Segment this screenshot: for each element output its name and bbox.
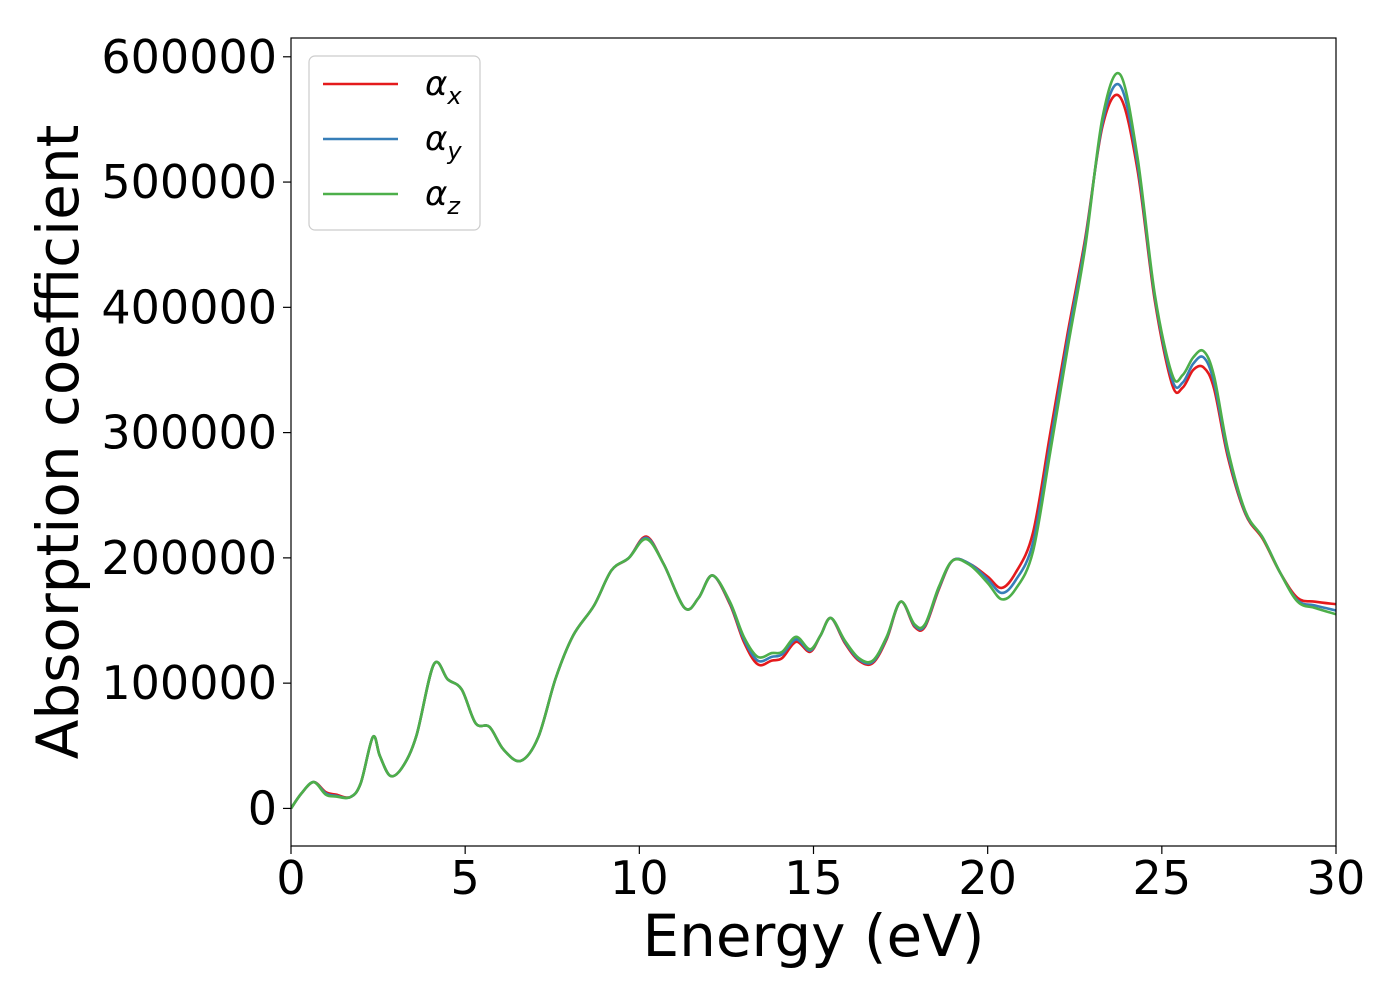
x-tick-label: 5 <box>451 851 480 905</box>
y-tick-label: 600000 <box>101 30 277 84</box>
x-tick-label: 10 <box>610 851 669 905</box>
y-tick-label: 400000 <box>101 280 277 334</box>
y-axis-title: Absorption coefficient <box>24 125 92 760</box>
series-line-z <box>291 71 1336 810</box>
x-axis-title: Energy (eV) <box>642 902 984 970</box>
y-tick-label: 100000 <box>101 656 277 710</box>
series-layer <box>291 71 1336 810</box>
y-tick-label: 500000 <box>101 155 277 209</box>
x-tick-label: 20 <box>958 851 1017 905</box>
legend-label-y: αy <box>425 119 462 165</box>
x-axis: 0 5 10 15 20 25 30 <box>276 846 1365 905</box>
legend: αx αy αz <box>308 55 481 231</box>
y-axis: 0 100000 200000 300000 400000 500000 600000 <box>101 30 291 835</box>
legend-label-z: αz <box>425 174 461 220</box>
legend-label-x: αx <box>425 64 462 110</box>
x-tick-label: 0 <box>276 851 305 905</box>
y-tick-label: 300000 <box>101 406 277 460</box>
x-tick-label: 30 <box>1307 851 1366 905</box>
y-tick-label: 0 <box>248 781 277 835</box>
y-tick-label: 200000 <box>101 531 277 585</box>
x-tick-label: 25 <box>1133 851 1192 905</box>
legend-box <box>308 55 481 231</box>
x-tick-label: 15 <box>784 851 843 905</box>
